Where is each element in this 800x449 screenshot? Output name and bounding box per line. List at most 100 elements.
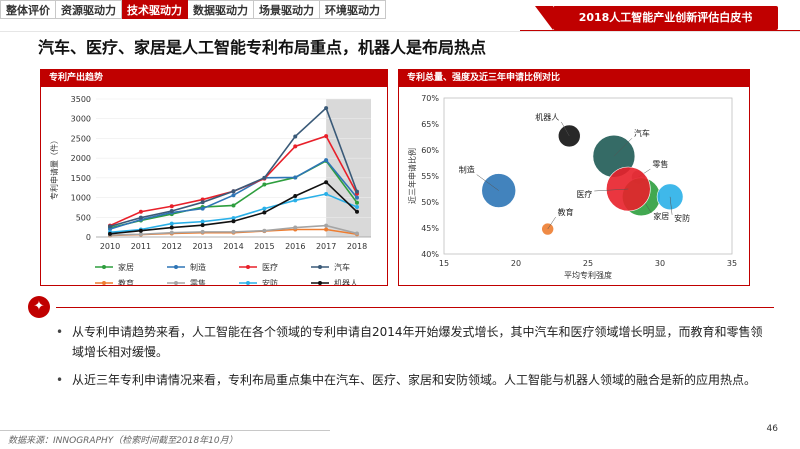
bubble-label: 制造 (459, 165, 475, 175)
x-tick-label: 30 (655, 259, 665, 268)
legend-marker (174, 281, 178, 285)
insight-item: 从专利申请趋势来看，人工智能在各个领域的专利申请自2014年开始爆发式增长，其中… (52, 322, 772, 362)
x-tick-label: 15 (439, 259, 449, 268)
data-point (169, 208, 174, 213)
legend-marker (318, 281, 322, 285)
data-point (355, 231, 359, 236)
data-point (231, 203, 236, 208)
data-point (324, 223, 329, 228)
leader-line (561, 121, 570, 137)
data-point (293, 198, 298, 203)
legend-marker (174, 265, 178, 269)
data-point (108, 231, 112, 236)
tab-scenario[interactable]: 场景驱动力 (254, 0, 320, 19)
data-point (262, 228, 267, 233)
legend-label: 机器人 (334, 278, 358, 285)
legend-label: 教育 (118, 278, 134, 285)
y-tick-label: 2500 (71, 134, 91, 143)
plot-area (443, 97, 733, 255)
bubble-label: 汽车 (634, 128, 650, 138)
leader-line (669, 196, 673, 215)
comparison-panel: 专利总量、强度及近三年申请比例对比 40% 45% 50% 55% 60% 65% 70% 1… (398, 69, 750, 286)
bubble-label: 安防 (674, 213, 690, 223)
data-point (355, 205, 359, 210)
header-divider-light (0, 31, 800, 32)
report-title-badge: 2018人工智能产业创新评估白皮书 (535, 6, 778, 30)
tab-overall[interactable]: 整体评价 (0, 0, 56, 19)
tab-resource[interactable]: 资源驱动力 (56, 0, 122, 19)
data-point (200, 229, 205, 234)
data-point (324, 158, 329, 163)
data-point (231, 216, 236, 221)
legend-label: 汽车 (334, 262, 350, 272)
x-tick-label: 35 (727, 259, 737, 268)
data-point (262, 206, 267, 211)
legend-label: 家居 (118, 262, 134, 272)
comparison-panel-title: 专利总量、强度及近三年申请比例对比 (399, 70, 749, 87)
data-point (108, 227, 112, 232)
insight-list: 从专利申请趋势来看，人工智能在各个领域的专利申请自2014年开始爆发式增长，其中… (52, 322, 772, 398)
data-point (231, 219, 236, 224)
legend-label: 医疗 (262, 262, 278, 272)
y-tick-label: 60% (421, 146, 439, 155)
data-point (293, 134, 298, 139)
data-point (355, 209, 359, 214)
legend-marker (102, 281, 106, 285)
y-tick-label: 1000 (71, 194, 91, 203)
y-axis-label: 近三年申请比例 (407, 148, 417, 204)
insight-icon: ✦ (28, 296, 50, 318)
data-point (169, 204, 174, 209)
bubble-label: 教育 (558, 207, 574, 217)
legend-label: 安防 (262, 278, 278, 285)
bubble (656, 183, 684, 211)
y-tick-label: 500 (76, 213, 91, 222)
x-tick-label: 20 (511, 259, 521, 268)
leader-line (594, 188, 629, 192)
y-tick-label: 45% (421, 224, 439, 233)
series-line (109, 106, 358, 228)
data-point (324, 106, 329, 111)
series-line (109, 135, 358, 227)
trend-panel: 专利产出趋势 0 500 1000 1500 2000 2500 3000 3500 2010 2… (40, 69, 388, 288)
data-point (200, 206, 205, 211)
legend-label: 零售 (190, 278, 206, 285)
data-point (200, 197, 205, 202)
bubble-label: 家居 (653, 211, 669, 221)
data-point (169, 225, 174, 230)
comparison-bubble-chart: 40% 45% 50% 55% 60% 65% 70% 15 20 25 30 35 平均专利强度 近三年… (407, 94, 737, 280)
tab-data[interactable]: 数据驱动力 (188, 0, 254, 19)
data-point (169, 230, 174, 235)
data-point (293, 144, 298, 149)
y-tick-label: 50% (421, 198, 439, 207)
y-tick-label: 3000 (71, 115, 91, 124)
x-tick-label: 2010 (100, 242, 120, 251)
data-point (324, 180, 329, 185)
data-point (293, 193, 298, 198)
insight-divider (56, 307, 774, 308)
data-point (200, 200, 205, 205)
legend-marker (246, 281, 250, 285)
data-point (324, 227, 329, 232)
header-divider (520, 30, 800, 31)
x-tick-label: 25 (583, 259, 593, 268)
y-axis-label: 专利申请量（件） (49, 136, 59, 200)
x-tick-label: 2013 (192, 242, 212, 251)
trend-panel-title: 专利产出趋势 (41, 70, 387, 87)
x-tick-label: 2016 (285, 242, 305, 251)
data-point (355, 195, 359, 200)
data-point (138, 232, 143, 237)
y-tick-label: 65% (421, 120, 439, 129)
data-point (200, 219, 205, 224)
page-title: 汽车、医疗、家居是人工智能专利布局重点，机器人是布局热点 (38, 38, 487, 57)
tab-environment[interactable]: 环境驱动力 (320, 0, 386, 19)
data-point (324, 192, 329, 197)
data-point (138, 209, 143, 214)
trend-line-chart: 0 500 1000 1500 2000 2500 3000 3500 2010 2011 2012… (49, 95, 371, 288)
y-tick-label: 1500 (71, 174, 91, 183)
data-point (108, 224, 112, 229)
legend-marker (318, 265, 322, 269)
x-tick-label: 2015 (254, 242, 274, 251)
tab-technology[interactable]: 技术驱动力 (122, 0, 188, 19)
page-number: 46 (766, 424, 778, 434)
data-point (262, 175, 267, 180)
